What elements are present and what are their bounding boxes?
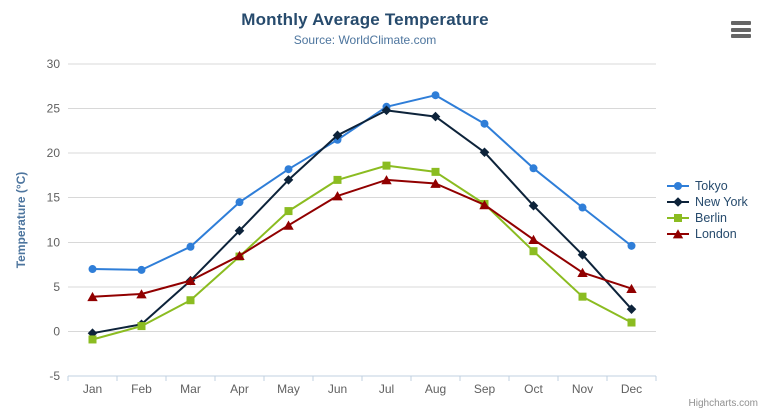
point-tokyo-mar[interactable] xyxy=(186,242,195,251)
point-london-dec[interactable] xyxy=(626,283,637,294)
legend-item-berlin[interactable]: Berlin xyxy=(666,210,748,226)
tokyo-series-marker-icon xyxy=(667,182,689,190)
point-new-york-jul[interactable] xyxy=(381,105,392,116)
series-line-berlin[interactable] xyxy=(91,164,633,341)
y-axis-label: 5 xyxy=(53,280,60,294)
point-new-york-oct[interactable] xyxy=(528,200,539,211)
series-new-york xyxy=(87,105,637,339)
legend-label: Tokyo xyxy=(695,179,728,193)
series-line-london[interactable] xyxy=(91,178,633,298)
series-tokyo xyxy=(88,91,636,274)
series-line-tokyo[interactable] xyxy=(91,94,633,271)
x-axis-label: May xyxy=(277,382,300,396)
point-tokyo-jan[interactable] xyxy=(88,265,97,274)
point-london-apr[interactable] xyxy=(234,250,245,261)
point-london-aug[interactable] xyxy=(430,178,441,188)
point-london-nov[interactable] xyxy=(577,267,588,277)
chart-subtitle: Source: WorldClimate.com xyxy=(293,33,437,47)
x-axis-label: Oct xyxy=(524,382,543,396)
y-axis-label: 15 xyxy=(47,191,61,205)
point-tokyo-dec[interactable] xyxy=(627,241,636,250)
point-berlin-aug[interactable] xyxy=(431,167,440,176)
point-berlin-jan[interactable] xyxy=(88,335,97,344)
hamburger-icon xyxy=(731,34,751,38)
point-london-feb[interactable] xyxy=(136,289,147,299)
point-tokyo-apr[interactable] xyxy=(235,198,244,207)
point-berlin-oct[interactable] xyxy=(529,247,538,256)
point-berlin-jul[interactable] xyxy=(382,161,391,170)
point-new-york-dec[interactable] xyxy=(626,304,637,314)
x-axis-label: Sep xyxy=(474,382,496,396)
point-new-york-may[interactable] xyxy=(283,175,294,185)
x-axis-label: Jul xyxy=(379,382,394,396)
x-axis-label: Dec xyxy=(621,382,642,396)
point-tokyo-oct[interactable] xyxy=(529,164,538,173)
point-new-york-jun[interactable] xyxy=(332,130,343,141)
x-axis-label: Apr xyxy=(230,382,249,396)
point-london-sep[interactable] xyxy=(479,200,490,210)
point-new-york-sep[interactable] xyxy=(479,147,490,158)
legend-item-london[interactable]: London xyxy=(666,226,748,242)
series-line-new-york[interactable] xyxy=(91,109,633,335)
point-berlin-nov[interactable] xyxy=(578,292,587,301)
point-berlin-may[interactable] xyxy=(284,207,293,216)
point-tokyo-may[interactable] xyxy=(284,165,293,174)
y-axis-label: 30 xyxy=(47,57,61,71)
point-berlin-feb[interactable] xyxy=(137,322,146,331)
point-tokyo-aug[interactable] xyxy=(431,91,440,100)
new-york-series-marker-icon xyxy=(667,197,689,207)
new-york-marker-glyph[interactable] xyxy=(673,197,683,207)
x-axis-label: Jan xyxy=(83,382,102,396)
point-new-york-aug[interactable] xyxy=(430,111,441,122)
point-berlin-dec[interactable] xyxy=(627,318,636,327)
highcharts-credits[interactable]: Highcharts.com xyxy=(688,398,758,409)
y-axis-label: 20 xyxy=(47,146,61,160)
london-marker-glyph[interactable] xyxy=(672,229,684,239)
y-axis-label: 25 xyxy=(47,102,61,116)
hamburger-icon xyxy=(731,21,751,25)
y-axis-title: Temperature (°C) xyxy=(14,172,28,269)
point-new-york-apr[interactable] xyxy=(234,225,245,236)
y-axis-label: 0 xyxy=(53,324,60,338)
series-london xyxy=(87,175,637,302)
point-berlin-mar[interactable] xyxy=(186,296,195,305)
point-tokyo-nov[interactable] xyxy=(578,203,587,212)
point-london-jan[interactable] xyxy=(87,291,98,302)
point-london-mar[interactable] xyxy=(185,275,196,286)
hamburger-icon xyxy=(731,27,751,32)
x-axis-label: Nov xyxy=(572,382,593,396)
legend: Tokyo New York Berlin London xyxy=(666,178,748,242)
point-london-oct[interactable] xyxy=(528,234,539,245)
legend-item-tokyo[interactable]: Tokyo xyxy=(666,178,748,194)
point-london-jun[interactable] xyxy=(332,191,343,201)
x-axis-label: Aug xyxy=(425,382,446,396)
x-axis-label: Feb xyxy=(131,382,152,396)
legend-label: New York xyxy=(695,195,748,209)
export-menu-button[interactable] xyxy=(731,21,751,38)
berlin-series-marker-icon xyxy=(667,214,689,222)
x-axis-label: Jun xyxy=(328,382,347,396)
y-axis-label: 10 xyxy=(47,235,61,249)
point-london-may[interactable] xyxy=(283,220,294,230)
london-series-marker-icon xyxy=(667,229,689,239)
x-axis-label: Mar xyxy=(180,382,201,396)
point-berlin-jun[interactable] xyxy=(333,175,342,184)
legend-item-new-york[interactable]: New York xyxy=(666,194,748,210)
point-new-york-nov[interactable] xyxy=(577,249,588,260)
chart-title: Monthly Average Temperature xyxy=(241,10,489,29)
point-tokyo-sep[interactable] xyxy=(480,119,489,128)
legend-label: Berlin xyxy=(695,211,727,225)
berlin-marker-glyph[interactable] xyxy=(674,214,682,222)
legend-label: London xyxy=(695,227,737,241)
plot-generated: -5 0 5 10 15 20 25 30 Jan Feb Mar Apr May Jun Jul Aug Se… xyxy=(47,57,657,396)
y-axis-label: -5 xyxy=(49,369,60,383)
point-tokyo-feb[interactable] xyxy=(137,265,146,274)
tokyo-marker-glyph[interactable] xyxy=(674,182,682,190)
point-london-jul[interactable] xyxy=(381,175,392,185)
